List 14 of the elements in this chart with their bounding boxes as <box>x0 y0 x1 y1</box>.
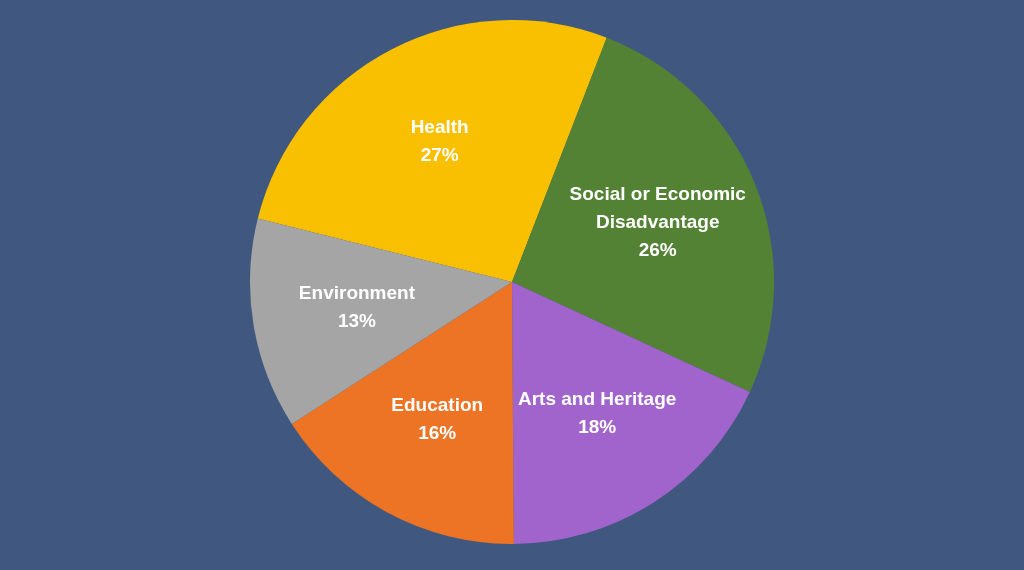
data-label: 16% <box>418 422 457 444</box>
slice-label: Arts and Heritage <box>517 388 677 410</box>
data-label: 13% <box>337 309 377 331</box>
data-label: 27% <box>420 144 459 166</box>
slice-label: Environment <box>298 281 416 303</box>
data-label: 26% <box>638 239 677 261</box>
slice-label: Health <box>410 116 469 138</box>
pie-slice <box>512 37 774 392</box>
slice-label: Social or Economic Disadvantage <box>569 183 747 233</box>
pie-slice <box>250 218 512 424</box>
pie-slice <box>291 282 514 544</box>
slice-label: Education <box>391 394 484 416</box>
pie-slice <box>512 282 750 544</box>
data-label: 18% <box>578 416 617 438</box>
